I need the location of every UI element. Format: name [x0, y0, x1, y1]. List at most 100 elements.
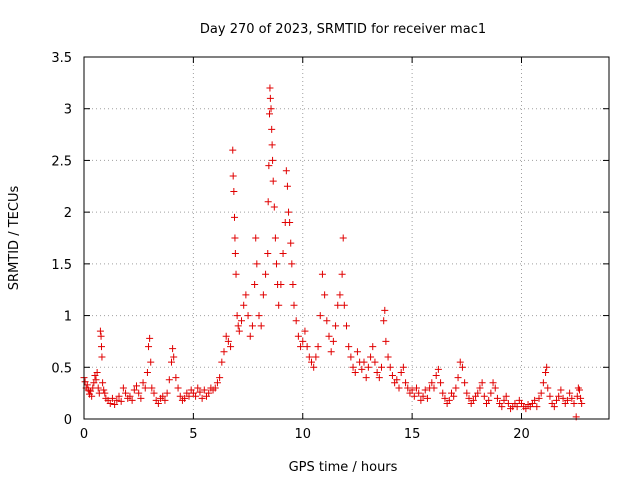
data-point [339, 234, 347, 242]
data-point [282, 167, 290, 175]
data-point [332, 322, 340, 330]
x-axis-label: GPS time / hours [289, 460, 398, 475]
data-point [106, 399, 114, 407]
data-point [493, 394, 501, 402]
data-point [395, 384, 403, 392]
data-point [266, 94, 274, 102]
data-point [450, 392, 458, 400]
plot-frame [83, 56, 610, 420]
data-point [128, 396, 136, 404]
data-point [229, 172, 237, 180]
data-point [303, 343, 311, 351]
data-point [531, 396, 539, 404]
x-tick-label: 5 [189, 427, 197, 442]
data-point [233, 312, 241, 320]
data-point [434, 365, 442, 373]
data-point [99, 379, 107, 387]
data-point [251, 281, 259, 289]
data-point [145, 343, 153, 351]
data-point [456, 358, 464, 366]
data-point [454, 374, 462, 382]
y-tick-label: 0 [64, 413, 72, 428]
data-point [314, 343, 322, 351]
data-point [386, 363, 394, 371]
data-point [439, 389, 447, 397]
data-point [285, 208, 293, 216]
data-point [384, 353, 392, 361]
data-point [463, 389, 471, 397]
data-point [192, 392, 200, 400]
data-point [415, 389, 423, 397]
data-point [334, 301, 342, 309]
data-point [259, 291, 267, 299]
data-point [557, 386, 565, 394]
data-point [323, 317, 331, 325]
data-point [410, 392, 418, 400]
data-point [353, 348, 361, 356]
data-point [98, 353, 106, 361]
data-point [135, 389, 143, 397]
data-points [80, 84, 586, 421]
data-point [287, 239, 295, 247]
data-point [544, 384, 552, 392]
data-point [288, 260, 296, 268]
data-point [231, 213, 238, 221]
data-point [238, 317, 245, 325]
data-point [275, 301, 283, 309]
data-point [399, 363, 407, 371]
data-point [566, 389, 574, 397]
data-point [196, 388, 204, 396]
data-point [500, 396, 508, 404]
data-point [267, 105, 275, 113]
data-point [126, 392, 134, 400]
data-point [181, 394, 189, 402]
data-point [154, 399, 162, 407]
data-point [286, 218, 294, 226]
data-point [546, 392, 554, 400]
data-point [268, 141, 276, 149]
data-point [402, 379, 410, 387]
data-point [378, 363, 385, 371]
data-point [458, 363, 466, 371]
data-point [388, 372, 396, 380]
data-point [421, 386, 429, 394]
data-point [393, 376, 401, 384]
data-point [231, 250, 239, 258]
data-point [141, 384, 149, 392]
x-tick-label: 20 [513, 427, 530, 442]
y-tick-label: 3 [64, 103, 72, 118]
data-point [491, 384, 499, 392]
data-point [550, 403, 558, 411]
data-point [176, 392, 184, 400]
data-point [360, 358, 368, 366]
data-point [301, 327, 309, 335]
data-point [205, 389, 213, 397]
data-point [246, 332, 254, 340]
data-point [168, 358, 175, 366]
data-point [312, 353, 320, 361]
data-point [369, 343, 377, 351]
y-tick-label: 3.5 [51, 51, 72, 66]
x-tick-label: 0 [80, 427, 88, 442]
data-point [133, 382, 140, 390]
data-point [513, 403, 521, 411]
data-point [474, 389, 482, 397]
data-point [169, 345, 177, 353]
data-point [224, 337, 232, 345]
data-point [428, 379, 436, 387]
data-point [96, 327, 104, 335]
data-point [308, 358, 315, 366]
data-point [578, 399, 586, 407]
data-point [268, 125, 276, 133]
data-point [325, 332, 333, 340]
data-point [265, 162, 273, 170]
data-point [92, 376, 100, 384]
data-point [270, 203, 278, 211]
data-point [185, 392, 193, 400]
data-point [358, 365, 366, 373]
data-point [408, 386, 416, 394]
data-point [290, 301, 298, 309]
data-point [159, 392, 167, 400]
data-point [229, 146, 237, 154]
